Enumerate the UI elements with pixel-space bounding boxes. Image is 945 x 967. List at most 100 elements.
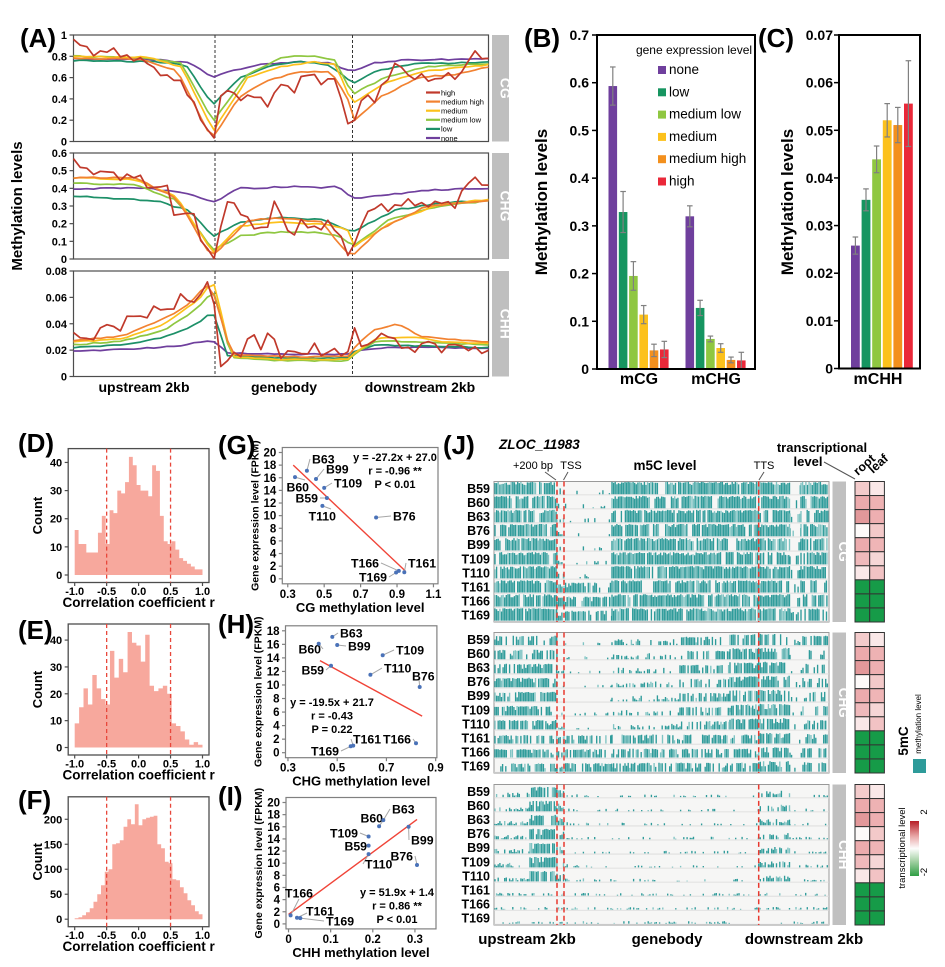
svg-text:B60: B60: [467, 647, 490, 661]
svg-text:T161: T161: [462, 883, 491, 897]
svg-text:200: 200: [44, 814, 62, 826]
svg-text:T110: T110: [365, 858, 393, 872]
svg-text:6: 6: [273, 707, 279, 719]
svg-text:4: 4: [270, 549, 277, 561]
svg-text:B76: B76: [390, 850, 413, 864]
svg-text:12: 12: [267, 666, 280, 678]
svg-text:T110: T110: [309, 510, 337, 524]
svg-text:B99: B99: [467, 689, 490, 703]
svg-text:B60: B60: [360, 812, 383, 826]
svg-text:0.07: 0.07: [806, 27, 833, 43]
svg-text:10: 10: [264, 511, 277, 523]
svg-text:0: 0: [61, 372, 67, 384]
svg-text:T109: T109: [462, 855, 491, 869]
svg-text:Methylation levels: Methylation levels: [9, 141, 26, 270]
svg-text:mCG: mCG: [620, 371, 658, 388]
svg-text:10: 10: [267, 858, 280, 870]
svg-text:2: 2: [274, 907, 280, 919]
svg-text:B76: B76: [412, 670, 435, 684]
svg-text:B99: B99: [467, 841, 490, 855]
svg-text:40: 40: [50, 457, 62, 469]
svg-text:Gene expression level (FPKM): Gene expression level (FPKM): [253, 788, 265, 939]
svg-text:none: none: [441, 134, 458, 143]
svg-text:T169: T169: [359, 571, 387, 585]
svg-text:r = 0.86 **: r = 0.86 **: [372, 901, 423, 913]
svg-text:0: 0: [270, 574, 276, 586]
svg-text:B99: B99: [326, 463, 349, 477]
svg-text:(D): (D): [18, 428, 54, 458]
svg-text:(I): (I): [218, 781, 243, 811]
svg-text:1: 1: [61, 30, 67, 42]
svg-text:0.6: 0.6: [52, 73, 67, 85]
svg-text:B99: B99: [467, 538, 490, 552]
svg-text:0.08: 0.08: [46, 266, 67, 278]
svg-text:8: 8: [274, 870, 281, 882]
svg-text:T110: T110: [462, 566, 490, 580]
svg-text:T109: T109: [330, 827, 358, 841]
svg-text:Correlation coefficient r: Correlation coefficient r: [62, 768, 215, 783]
svg-text:medium low: medium low: [669, 107, 741, 122]
svg-text:+200 bp: +200 bp: [513, 460, 553, 472]
svg-text:20: 20: [50, 689, 62, 701]
svg-text:r = -0.43: r = -0.43: [311, 711, 353, 723]
svg-text:medium high: medium high: [669, 151, 746, 166]
svg-text:T161: T161: [462, 731, 491, 745]
svg-text:10: 10: [267, 680, 280, 692]
svg-text:low: low: [669, 84, 690, 99]
svg-text:100: 100: [44, 864, 62, 876]
svg-text:Correlation coefficient r: Correlation coefficient r: [62, 939, 215, 954]
svg-text:5mC: 5mC: [896, 726, 911, 756]
svg-text:medium: medium: [441, 107, 468, 116]
svg-text:P < 0.01: P < 0.01: [374, 479, 415, 491]
svg-text:low: low: [441, 125, 453, 134]
svg-text:B63: B63: [467, 510, 490, 524]
svg-text:4: 4: [273, 721, 280, 733]
svg-text:B76: B76: [393, 510, 416, 524]
svg-text:0: 0: [273, 748, 279, 760]
svg-text:T169: T169: [326, 915, 354, 929]
svg-text:Correlation coefficient r: Correlation coefficient r: [62, 595, 215, 610]
svg-text:0.3: 0.3: [52, 201, 67, 213]
svg-text:B76: B76: [467, 524, 490, 538]
svg-text:0.4: 0.4: [570, 170, 590, 186]
svg-text:0.06: 0.06: [806, 75, 833, 91]
svg-text:(C): (C): [758, 23, 794, 53]
svg-text:B76: B76: [467, 827, 490, 841]
svg-text:0: 0: [61, 137, 67, 149]
svg-text:20: 20: [264, 448, 277, 460]
svg-text:(H): (H): [218, 609, 254, 639]
svg-text:CG: CG: [498, 78, 514, 99]
svg-text:1.1: 1.1: [425, 589, 442, 601]
svg-text:B59: B59: [301, 664, 324, 678]
svg-text:TSS: TSS: [560, 460, 581, 472]
svg-text:14: 14: [267, 653, 280, 665]
svg-text:T169: T169: [311, 745, 339, 759]
svg-text:Gene expression level (FPKM): Gene expression level (FPKM): [253, 616, 265, 767]
svg-text:upstream 2kb: upstream 2kb: [478, 931, 576, 948]
svg-text:P = 0.22: P = 0.22: [311, 724, 352, 736]
svg-text:10: 10: [50, 542, 62, 554]
svg-text:mCHG: mCHG: [691, 371, 741, 388]
svg-text:transcriptional: transcriptional: [777, 440, 867, 455]
svg-text:T110: T110: [462, 869, 490, 883]
svg-text:0.04: 0.04: [806, 170, 833, 186]
svg-text:40: 40: [50, 635, 62, 647]
svg-text:30: 30: [50, 486, 62, 498]
svg-text:B59: B59: [295, 492, 318, 506]
svg-text:mCHH: mCHH: [854, 371, 903, 388]
svg-text:high: high: [441, 88, 455, 97]
svg-text:(J): (J): [443, 430, 475, 460]
svg-text:ZLOC_11983: ZLOC_11983: [498, 437, 580, 452]
svg-text:0.2: 0.2: [52, 219, 67, 231]
svg-text:6: 6: [270, 536, 276, 548]
svg-text:16: 16: [264, 473, 277, 485]
svg-text:T166: T166: [462, 897, 491, 911]
svg-text:T169: T169: [462, 759, 491, 773]
svg-text:0.06: 0.06: [46, 292, 67, 304]
svg-text:Methylation levels: Methylation levels: [532, 129, 551, 275]
svg-text:B59: B59: [467, 633, 490, 647]
svg-text:0.05: 0.05: [806, 122, 833, 138]
svg-text:T161: T161: [462, 580, 491, 594]
svg-text:0.1: 0.1: [570, 313, 590, 329]
svg-text:0.03: 0.03: [806, 218, 833, 234]
